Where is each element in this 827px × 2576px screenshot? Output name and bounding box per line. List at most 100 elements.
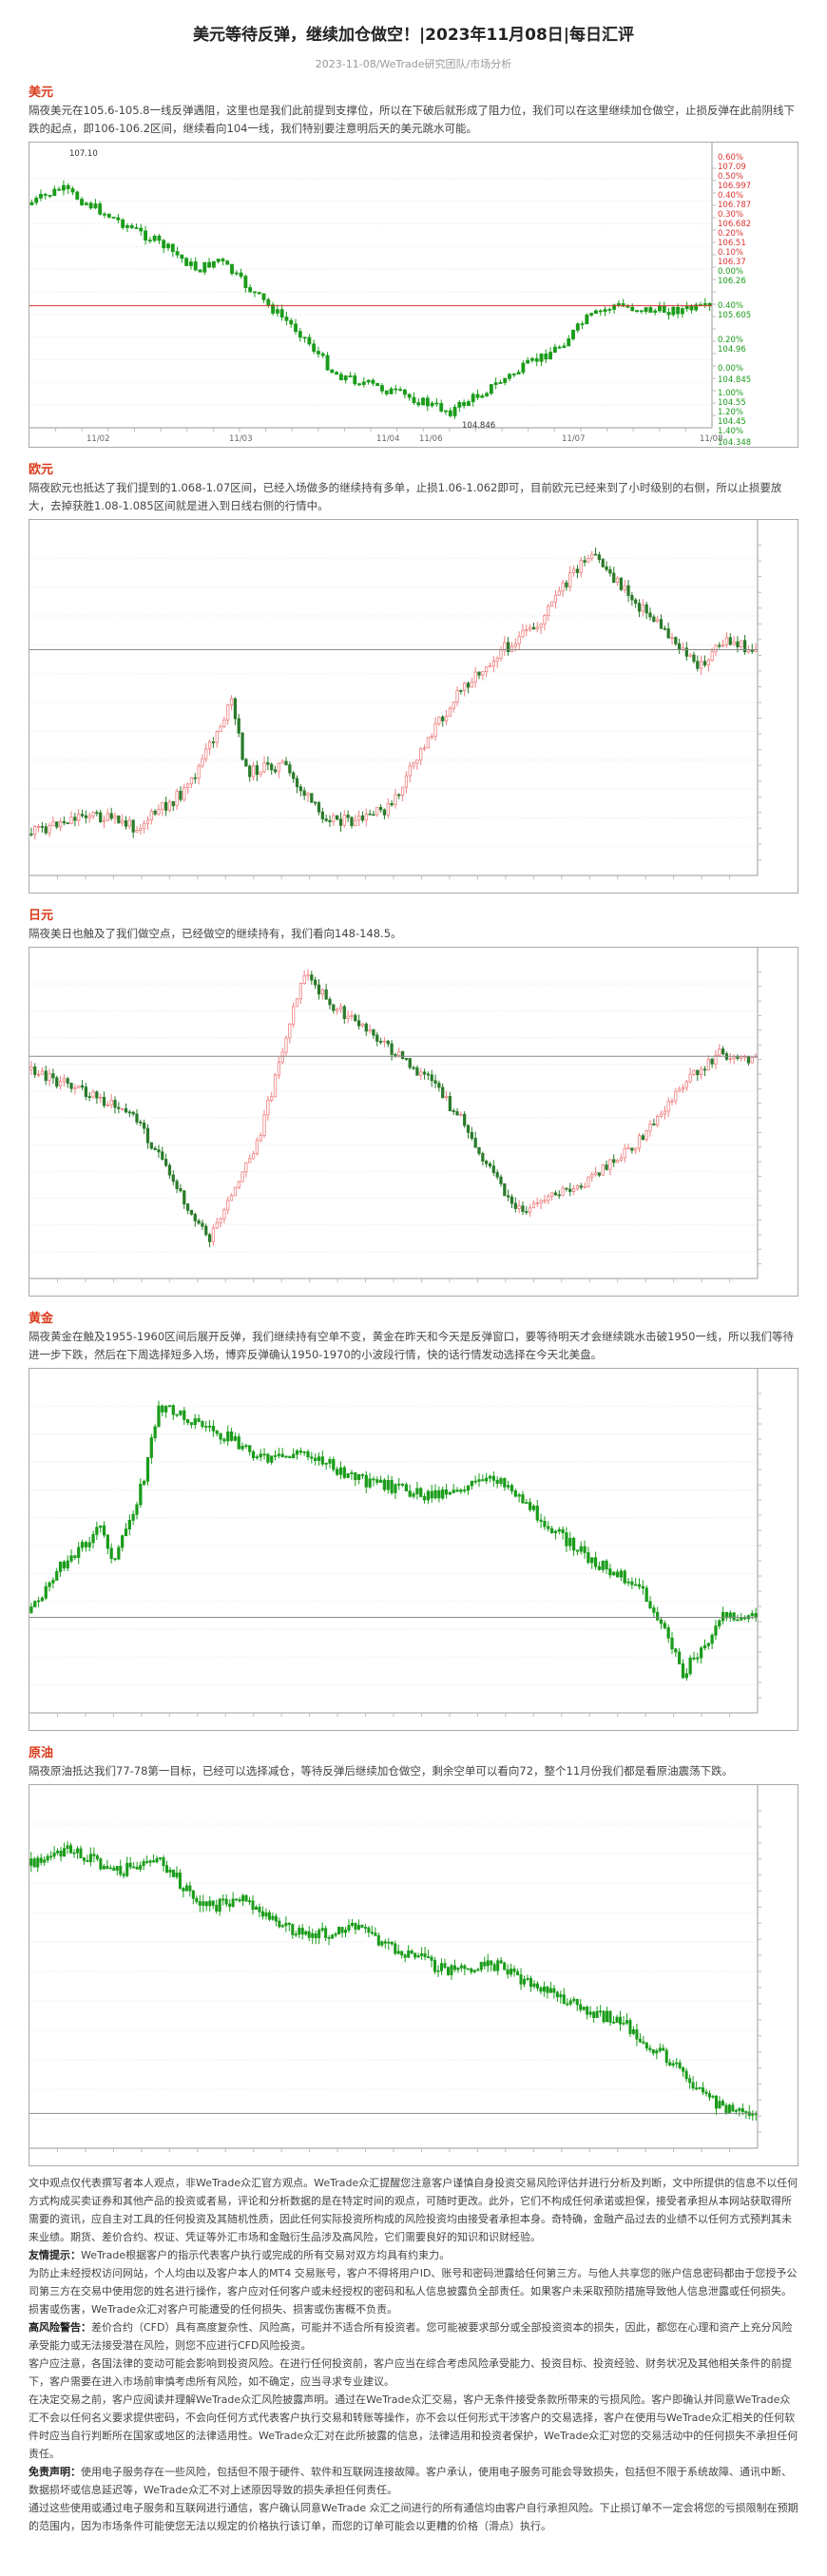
candle-body [702, 661, 707, 665]
candle-body [508, 374, 511, 379]
candle-body [684, 647, 688, 657]
candle-body [117, 1547, 121, 1560]
candle-body [356, 1473, 361, 1480]
candle-body [483, 1961, 487, 1967]
candle-body [324, 818, 328, 821]
candle-body [257, 292, 261, 295]
candle-body [336, 1009, 339, 1011]
candle-body [421, 397, 425, 406]
candle-body [605, 1164, 608, 1170]
candle-body [179, 790, 183, 800]
candle-body [149, 1437, 153, 1458]
candle-body [84, 202, 88, 205]
candle-body [531, 626, 536, 630]
candle-body [84, 1086, 87, 1098]
candle-body [630, 1581, 634, 1586]
candle-body [485, 1161, 489, 1164]
candle-body [651, 2049, 655, 2054]
section-text-usd: 隔夜美元在105.6-105.8一线反弹遇阻，这里也是我们此前提到支撑位，所以在… [29, 104, 795, 135]
candle-body [56, 1850, 60, 1854]
candle-body [241, 1894, 245, 1902]
candle-body [597, 1172, 602, 1176]
usd-date-label: 11/03 [229, 434, 253, 444]
candle-body [338, 374, 343, 381]
candle-body [91, 1533, 95, 1544]
candle-body [526, 1977, 529, 1980]
candle-body [127, 1519, 131, 1529]
candle-body [294, 1933, 298, 1936]
candle-body [644, 604, 648, 614]
candle-body [292, 772, 296, 779]
candle-body [450, 1965, 453, 1975]
candle-body [106, 213, 111, 218]
candle-body [143, 1123, 146, 1129]
candle-body [167, 800, 172, 811]
eur-candlestick-chart [29, 519, 798, 894]
candle-body [382, 809, 387, 816]
candle-body [553, 1530, 558, 1533]
candle-body [455, 689, 459, 703]
candle-body [597, 554, 602, 560]
candle-body [302, 975, 306, 984]
candle-body [278, 1920, 281, 1928]
candle-body [400, 1951, 404, 1956]
candle-body [728, 1058, 732, 1061]
candle-body [555, 1991, 559, 1998]
candle-body [448, 1096, 452, 1111]
candle-body [58, 820, 63, 828]
candle-body [463, 682, 467, 691]
candle-body [734, 2109, 738, 2112]
candle-body [452, 1965, 456, 1970]
candle-body [189, 777, 194, 785]
candle-body [493, 382, 498, 385]
candle-body [721, 2101, 724, 2106]
candle-body [307, 1931, 311, 1938]
candle-body [260, 1911, 264, 1917]
candle-body [294, 323, 298, 333]
candle-body [619, 1570, 624, 1578]
candle-body [444, 1489, 449, 1495]
candle-body [240, 1446, 244, 1450]
candle-body [63, 1848, 67, 1857]
candle-body [113, 1100, 117, 1108]
candle-body [350, 1471, 354, 1474]
candle-body [575, 568, 580, 573]
candle-body [131, 1111, 135, 1115]
candle-body [52, 1852, 56, 1857]
report-header: 美元等待反弹，继续加仓做空！|2023年11月08日|每日汇评 2023-11-… [0, 0, 827, 76]
candle-body [639, 310, 644, 313]
candle-body [539, 624, 543, 628]
candle-body [615, 1160, 620, 1163]
candle-body [80, 814, 85, 817]
candle-body [157, 235, 162, 241]
candle-body [462, 401, 467, 407]
candle-body [495, 1172, 499, 1178]
candle-body [125, 1862, 129, 1876]
candle-body [175, 1413, 179, 1416]
candle-body [572, 1998, 576, 2002]
candle-body [91, 812, 95, 817]
candle-body [714, 2095, 718, 2109]
candle-body [407, 1950, 411, 1958]
candle-body [394, 388, 398, 391]
candle-body [29, 1066, 33, 1070]
candle-body [507, 642, 510, 652]
candle-body [295, 1451, 299, 1455]
candle-body [608, 1159, 612, 1170]
candle-body [517, 636, 521, 644]
candle-body [166, 243, 170, 249]
candle-body [295, 998, 299, 1008]
candle-body [73, 1086, 77, 1089]
candle-body [280, 1453, 284, 1457]
candle-body [506, 1969, 510, 1975]
candle-body [62, 820, 67, 824]
candle-body [102, 1525, 106, 1536]
candle-body [535, 1983, 539, 1989]
candle-body [621, 303, 625, 307]
candle-body [579, 2004, 583, 2010]
candle-body [131, 1513, 135, 1521]
candle-body [115, 1866, 119, 1871]
candle-body [356, 1925, 360, 1930]
candle-body [678, 2062, 682, 2068]
candle-body [452, 1490, 455, 1493]
